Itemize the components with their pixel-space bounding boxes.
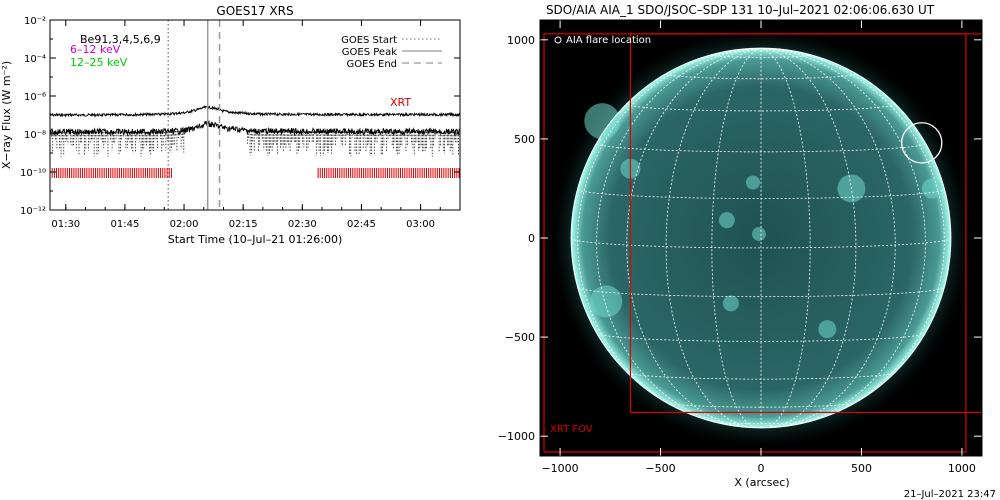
x-tick-label: 02:30 xyxy=(288,219,317,230)
active-region xyxy=(745,175,760,190)
longitude-line xyxy=(760,48,926,428)
y-tick-label: −1000 xyxy=(498,430,535,443)
longitude-line xyxy=(596,48,762,428)
solar-limb xyxy=(570,47,952,429)
latitude-line xyxy=(665,73,857,80)
goes-lightcurve-panel: GOES17 XRS 10⁻¹² 10⁻¹⁰ 10⁻⁸ 10⁻⁶ 10⁻⁴ 10⁻² 01:… xyxy=(0,4,461,246)
goes-title: GOES17 XRS xyxy=(216,4,293,18)
y-tick-label: 1000 xyxy=(507,34,535,47)
active-region xyxy=(818,320,837,339)
x-tick-label: 02:15 xyxy=(229,219,258,230)
goes-series-line xyxy=(49,105,460,118)
active-region xyxy=(718,212,735,229)
xrt-fov-label: XRT FOV xyxy=(550,424,593,435)
x-tick-label: −500 xyxy=(645,462,675,475)
legend-energy-1: Be91,3,4,5,6,9 xyxy=(80,33,161,46)
longitude-line xyxy=(711,48,762,428)
x-tick-label: −1000 xyxy=(541,462,578,475)
legend-energy-2: 6–12 keV xyxy=(70,43,121,56)
y-tick-label: 10⁻⁴ xyxy=(24,54,46,65)
x-tick-label: 500 xyxy=(851,462,872,475)
latitude-line xyxy=(577,287,945,298)
y-tick-label: 10⁻⁸ xyxy=(24,130,46,141)
longitude-line xyxy=(760,48,945,425)
xrt-label: XRT xyxy=(390,96,411,109)
aia-image-panel: SDO/AIA AIA_1 SDO/JSOC–SDP 131 10–Jul–20… xyxy=(498,3,996,500)
goes-ylabel: X−ray Flux (W m⁻²) xyxy=(0,61,13,169)
longitude-line xyxy=(665,48,762,428)
longitude-line xyxy=(760,48,811,428)
x-tick-label: 1000 xyxy=(948,462,976,475)
y-tick-label: 10⁻¹⁰ xyxy=(20,168,46,179)
active-region xyxy=(584,103,621,140)
legend-energy-3: 12–25 keV xyxy=(70,56,128,69)
footer-timestamp: 21–Jul–2021 23:47 xyxy=(904,489,996,500)
longitude-line xyxy=(626,48,762,428)
aia-title: SDO/AIA AIA_1 SDO/JSOC–SDP 131 10–Jul–20… xyxy=(546,3,935,17)
line-legend-label: GOES End xyxy=(347,59,397,70)
x-tick-label: 0 xyxy=(758,462,765,475)
latitude-line xyxy=(666,402,856,408)
longitude-line xyxy=(760,48,896,428)
goes-series-line xyxy=(49,120,460,137)
x-tick-label: 03:00 xyxy=(406,219,435,230)
longitude-line xyxy=(577,48,762,425)
line-legend-label: GOES Peak xyxy=(342,47,397,58)
y-tick-label: −500 xyxy=(505,331,535,344)
flare-location-circle xyxy=(900,122,943,164)
goes-xlabel: Start Time (10–Jul–21 01:26:00) xyxy=(168,233,343,246)
latitude-line xyxy=(711,54,811,58)
flare-legend-marker xyxy=(554,36,562,44)
aia-plot-frame xyxy=(539,19,983,457)
latitude-line xyxy=(596,143,926,153)
active-region xyxy=(722,295,739,312)
latitude-line xyxy=(712,421,810,425)
line-legend-label: GOES Start xyxy=(341,35,397,46)
active-region xyxy=(751,227,766,242)
aia-fov-box xyxy=(543,33,967,453)
aia-xlabel: X (arcsec) xyxy=(734,476,789,489)
x-tick-label: 02:00 xyxy=(170,219,199,230)
flare-location-label: AIA flare location xyxy=(566,35,651,46)
latitude-line xyxy=(577,188,945,199)
longitude-line xyxy=(760,48,857,428)
x-tick-label: 02:45 xyxy=(347,219,376,230)
y-tick-label: 10⁻⁶ xyxy=(24,92,46,103)
y-tick-label: 0 xyxy=(528,232,535,245)
active-region xyxy=(921,178,942,199)
active-region xyxy=(590,285,623,318)
latitude-line xyxy=(596,332,926,342)
x-tick-label: 01:45 xyxy=(110,219,139,230)
y-tick-label: 10⁻¹² xyxy=(20,206,46,217)
latitude-line xyxy=(627,372,895,380)
y-tick-label: 10⁻² xyxy=(24,16,46,27)
y-tick-label: 500 xyxy=(514,133,535,146)
x-tick-label: 01:30 xyxy=(51,219,80,230)
